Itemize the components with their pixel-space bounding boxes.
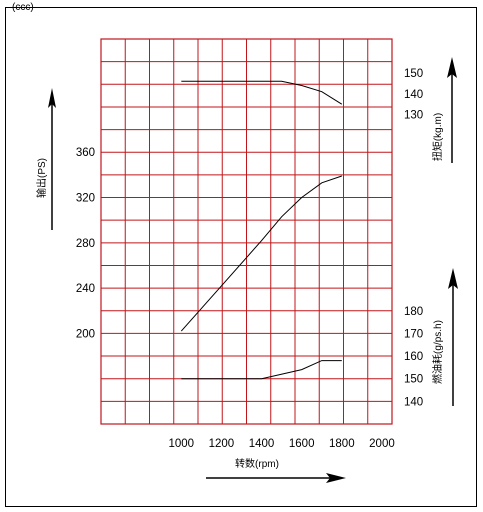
chart-ticks: 1000 1200 1400 1600 1800 2000 200 240 280 320 360 1… — [76, 68, 423, 450]
fuel-tick-label: 150 — [404, 374, 423, 386]
torque-axis-arrowhead — [447, 57, 457, 78]
fuel-axis-label: 燃油耗(g/ps.h) — [431, 320, 444, 384]
x-tick-label: 1200 — [209, 438, 235, 450]
output-axis-label: 输出(PS) — [35, 158, 48, 198]
output-tick-label: 200 — [76, 328, 95, 340]
torque-tick-label: 150 — [404, 68, 423, 80]
x-tick-label: 1800 — [329, 438, 355, 450]
output-axis-arrowhead — [48, 88, 56, 108]
x-axis-label: 转数(rpm) — [235, 457, 279, 470]
torque-tick-label: 140 — [404, 89, 423, 101]
x-tick-label: 2000 — [369, 438, 395, 450]
output-tick-label: 360 — [76, 147, 95, 159]
fuel-tick-label: 160 — [404, 351, 423, 363]
x-tick-label: 1600 — [289, 438, 315, 450]
x-tick-label: 1400 — [249, 438, 275, 450]
fuel-tick-label: 170 — [404, 328, 423, 340]
output-tick-label: 240 — [76, 283, 95, 295]
fuel-axis-arrowhead — [448, 268, 458, 289]
figure-frame: (ccc) — [5, 2, 477, 507]
chart-grid — [100, 38, 393, 425]
fuel-tick-label: 180 — [404, 306, 423, 318]
torque-axis-label: 扭矩(kg.m) — [431, 113, 444, 161]
fuel-curve — [181, 360, 342, 380]
torque-curve — [181, 80, 343, 105]
output-tick-label: 280 — [76, 238, 95, 250]
x-axis-arrowhead — [326, 473, 346, 483]
output-curve — [180, 175, 342, 332]
cropped-header-text: (ccc) — [12, 2, 34, 13]
torque-tick-label: 130 — [404, 110, 423, 122]
chart-series — [180, 80, 343, 380]
output-tick-label: 320 — [76, 193, 95, 205]
fuel-tick-label: 140 — [404, 396, 423, 408]
x-tick-label: 1000 — [168, 438, 194, 450]
